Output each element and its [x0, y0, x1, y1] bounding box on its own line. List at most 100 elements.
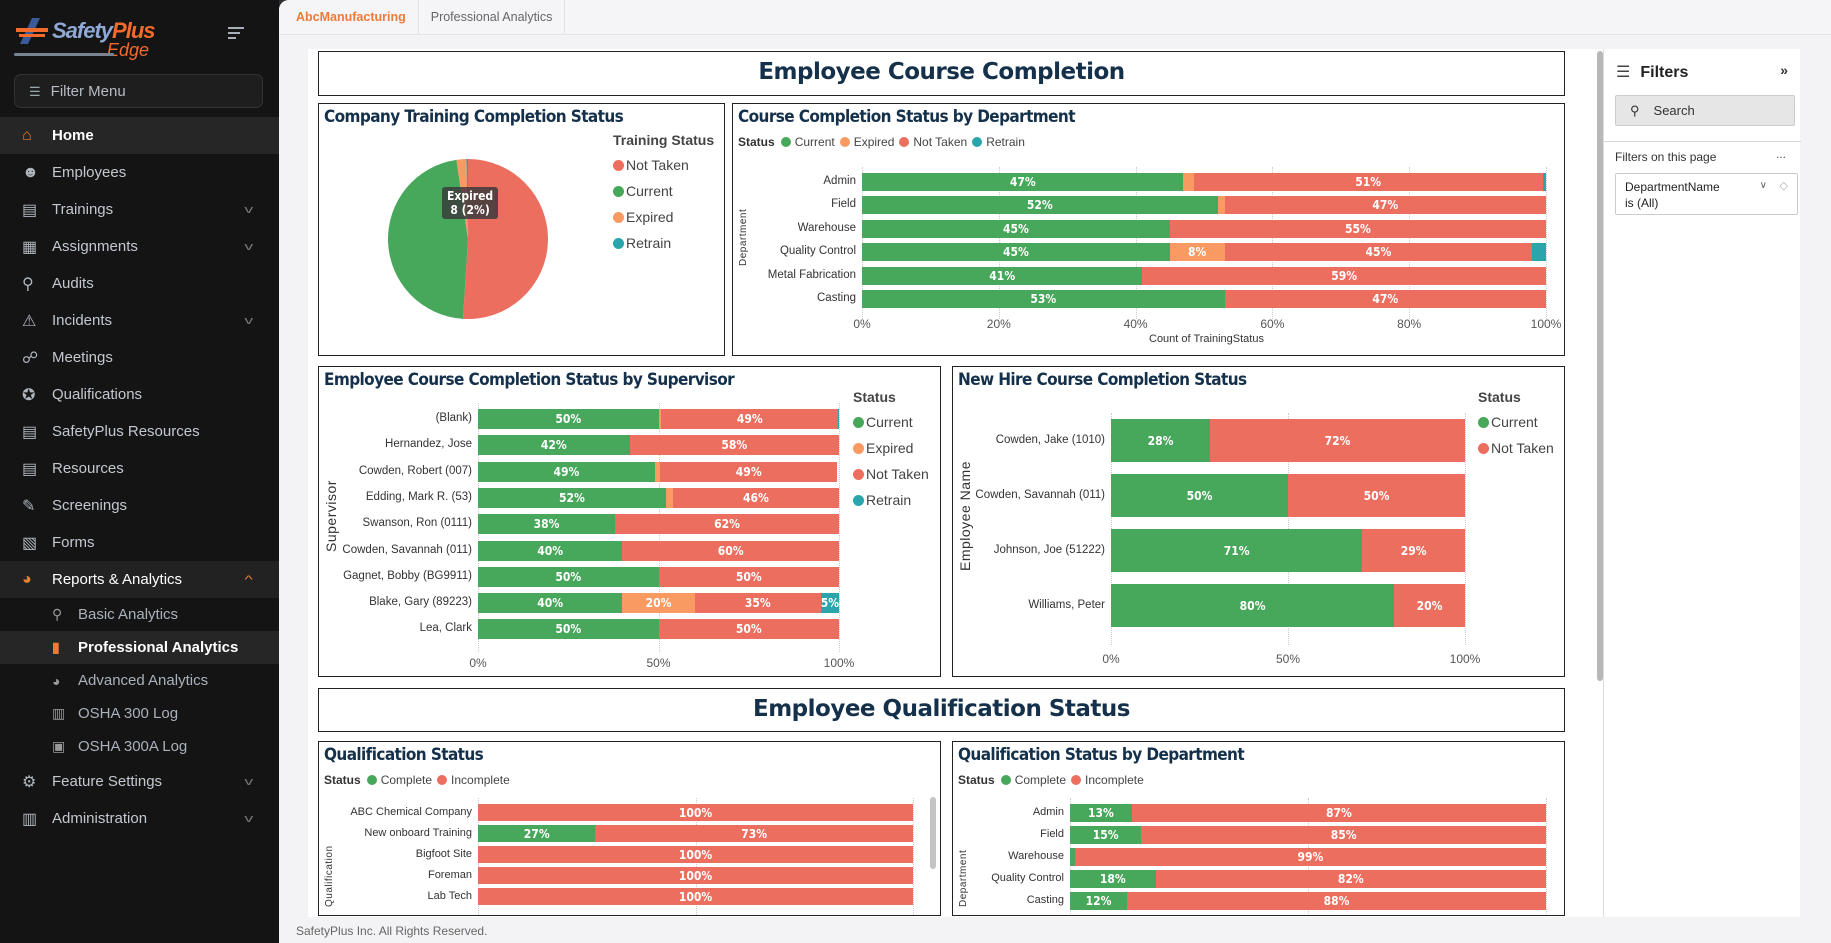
bar-segment-expired[interactable]: [1217, 196, 1225, 215]
bar-segment-expired[interactable]: [654, 461, 661, 482]
bar-row[interactable]: 52% 47%: [862, 196, 1546, 215]
sidebar-subitem-osha-300-log[interactable]: ▥ OSHA 300 Log: [0, 697, 279, 730]
bar-row[interactable]: 71% 29%: [1111, 529, 1465, 572]
bar-segment-current[interactable]: 71%: [1111, 529, 1363, 572]
qualification-dept-chart-panel[interactable]: Qualification Status by Department Status…: [952, 741, 1565, 916]
eraser-icon[interactable]: ◇: [1779, 180, 1788, 192]
legend-item[interactable]: Retrain: [613, 230, 714, 256]
bar-segment-complete[interactable]: 18%: [1070, 870, 1156, 888]
bar-segment-current[interactable]: 40%: [478, 593, 623, 614]
sidebar-item-qualifications[interactable]: ✪ Qualifications: [0, 376, 279, 413]
chevron-down-icon[interactable]: v: [243, 775, 253, 788]
bar-row[interactable]: 50% 49%: [478, 409, 839, 429]
bar-segment-not-taken[interactable]: 60%: [622, 540, 839, 561]
sidebar-item-meetings[interactable]: ☍ Meetings: [0, 339, 279, 376]
bar-row[interactable]: 45% 55%: [862, 219, 1546, 238]
sidebar-item-administration[interactable]: ▥ Administration v: [0, 800, 279, 837]
bar-segment-retrain[interactable]: [1542, 173, 1546, 191]
sidebar-item-resources[interactable]: ▤ Resources: [0, 450, 279, 487]
filter-menu-input[interactable]: ☰ Filter Menu: [14, 74, 263, 108]
bar-segment-complete[interactable]: 12%: [1070, 892, 1128, 910]
tab-company[interactable]: AbcManufacturing: [279, 0, 419, 34]
chart-scrollbar[interactable]: [930, 797, 936, 869]
dept-chart-panel[interactable]: Course Completion Status by Department St…: [732, 103, 1565, 356]
safetyplus-logo[interactable]: SafetyPlus Edge: [12, 10, 162, 60]
sidebar-item-screenings[interactable]: ✎ Screenings: [0, 487, 279, 524]
sidebar-item-reports-analytics[interactable]: ◕ Reports & Analytics ^: [0, 561, 279, 598]
bar-segment-incomplete[interactable]: 100%: [478, 846, 913, 863]
sidebar-item-feature-settings[interactable]: ⚙ Feature Settings v: [0, 763, 279, 800]
bar-segment-current[interactable]: 49%: [478, 461, 655, 482]
bar-segment-current[interactable]: 38%: [478, 514, 616, 535]
bar-segment-not-taken[interactable]: 50%: [658, 566, 839, 587]
bar-segment-current[interactable]: 80%: [1111, 584, 1395, 627]
bar-segment-not-taken[interactable]: 46%: [672, 487, 839, 508]
sidebar-item-home[interactable]: ⌂ Home: [0, 117, 279, 154]
bar-segment-current[interactable]: 50%: [478, 566, 659, 587]
bar-segment-current[interactable]: 50%: [478, 409, 659, 429]
sidebar-item-safetyplus-resources[interactable]: ▤ SafetyPlus Resources: [0, 413, 279, 450]
bar-segment-not-taken[interactable]: 45%: [1224, 243, 1533, 262]
bar-row[interactable]: 27% 73%: [478, 825, 913, 842]
bar-row[interactable]: 80% 20%: [1111, 584, 1465, 627]
bar-row[interactable]: 42% 58%: [478, 435, 839, 456]
bar-segment-not-taken[interactable]: 51%: [1193, 173, 1543, 191]
legend-item[interactable]: Not Taken: [913, 135, 968, 149]
collapse-filters-icon[interactable]: »: [1780, 62, 1788, 78]
bar-segment-incomplete[interactable]: 88%: [1127, 892, 1546, 910]
legend-item[interactable]: Current: [1478, 409, 1554, 435]
legend-item[interactable]: Not Taken: [1478, 435, 1554, 461]
bar-row[interactable]: 12% 88%: [1070, 892, 1546, 910]
bar-segment-retrain[interactable]: 5%: [820, 593, 839, 614]
chevron-down-icon[interactable]: v: [243, 314, 253, 327]
bar-row[interactable]: 47% 51%: [862, 173, 1546, 191]
legend-item[interactable]: Current: [613, 178, 714, 204]
sidebar-item-assignments[interactable]: ▦ Assignments v: [0, 228, 279, 265]
bar-segment-not-taken[interactable]: 29%: [1362, 529, 1465, 572]
chevron-down-icon[interactable]: ∨: [1759, 180, 1767, 191]
bar-segment-not-taken[interactable]: 58%: [629, 435, 839, 456]
report-scrollbar[interactable]: [1595, 49, 1605, 917]
bar-row[interactable]: 100%: [478, 867, 913, 884]
filter-card-department[interactable]: DepartmentName is (All) ∨ ◇: [1615, 173, 1798, 215]
bar-segment-current[interactable]: 52%: [862, 196, 1218, 215]
bar-segment-retrain[interactable]: [1532, 243, 1546, 262]
sidebar-subitem-basic-analytics[interactable]: ⚲ Basic Analytics: [0, 598, 279, 631]
bar-segment-incomplete[interactable]: 82%: [1155, 870, 1546, 888]
bar-segment-incomplete[interactable]: 100%: [478, 888, 913, 905]
chevron-down-icon[interactable]: v: [243, 240, 253, 253]
bar-row[interactable]: 40% 20% 35% 5%: [478, 593, 839, 614]
bar-segment-not-taken[interactable]: 47%: [1224, 290, 1546, 308]
bar-segment-current[interactable]: 47%: [862, 173, 1184, 191]
bar-row[interactable]: 100%: [478, 804, 913, 821]
bar-row[interactable]: 13% 87%: [1070, 804, 1546, 822]
bar-row[interactable]: 45% 8% 45%: [862, 243, 1546, 262]
legend-item[interactable]: Not Taken: [853, 461, 929, 487]
legend-item[interactable]: Current: [794, 135, 835, 149]
bar-row[interactable]: 28% 72%: [1111, 419, 1465, 462]
legend-item[interactable]: Incomplete: [451, 773, 510, 787]
legend-item[interactable]: Expired: [853, 135, 895, 149]
sidebar-item-trainings[interactable]: ▤ Trainings v: [0, 191, 279, 228]
legend-item[interactable]: Complete: [380, 773, 433, 787]
bar-segment-not-taken[interactable]: 50%: [658, 619, 839, 640]
bar-segment-current[interactable]: 41%: [862, 266, 1143, 285]
legend-item[interactable]: Current: [853, 409, 929, 435]
chevron-down-icon[interactable]: v: [243, 203, 253, 216]
qualification-chart-panel[interactable]: Qualification Status Status Complete Incomp…: [318, 741, 941, 916]
bar-segment-not-taken[interactable]: 72%: [1210, 419, 1465, 462]
bar-segment-current[interactable]: 42%: [478, 435, 630, 456]
bar-segment-expired[interactable]: 8%: [1169, 243, 1225, 262]
bar-segment-current[interactable]: 28%: [1111, 419, 1211, 462]
tab-professional-analytics[interactable]: Professional Analytics: [419, 0, 566, 34]
more-options-icon[interactable]: ...: [1775, 147, 1786, 161]
bar-segment-not-taken[interactable]: 35%: [694, 593, 821, 614]
bar-row[interactable]: 41% 59%: [862, 266, 1546, 285]
bar-row[interactable]: 38% 62%: [478, 514, 839, 535]
bar-segment-incomplete[interactable]: 100%: [478, 867, 913, 884]
bar-segment-complete[interactable]: 13%: [1070, 804, 1132, 822]
bar-row[interactable]: 99%: [1070, 848, 1546, 866]
bar-segment-current[interactable]: 52%: [478, 487, 666, 508]
sidebar-item-forms[interactable]: ▧ Forms: [0, 524, 279, 561]
sidebar-subitem-professional-analytics[interactable]: ▮ Professional Analytics: [0, 631, 279, 664]
